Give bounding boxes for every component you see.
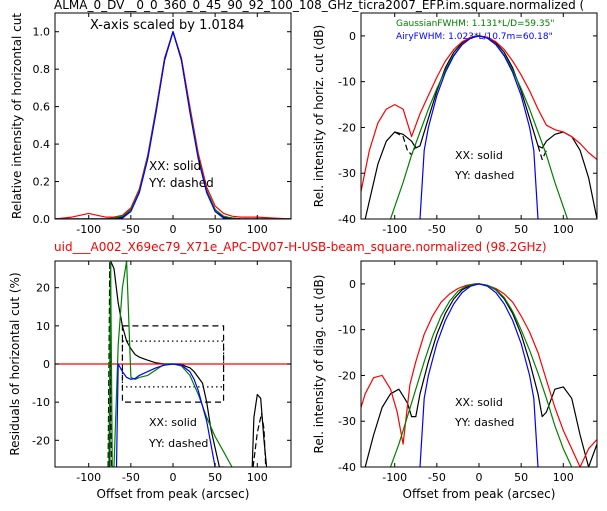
y-tick-label: -10 — [338, 324, 356, 337]
top-left-panel: X-axis scaled by 1.0184 XX: solid YY: da… — [10, 12, 292, 236]
y-tick-label: 0 — [43, 358, 50, 371]
y-tick-label: 0 — [349, 278, 356, 291]
top-left-legend-xx: XX: solid — [149, 159, 201, 173]
plot-area — [361, 35, 597, 219]
y-tick-label: -40 — [338, 461, 356, 474]
x-axis-label: Offset from peak (arcsec) — [97, 487, 250, 501]
plot-frame — [360, 12, 598, 220]
series-line-6 — [115, 363, 216, 467]
y-axis-label: Residuals of horizontal cut (%) — [8, 272, 22, 455]
top-right-legend-xx: XX: solid — [455, 149, 503, 162]
x-tick-label: -100 — [76, 223, 101, 236]
x-axis-label: Offset from peak (arcsec) — [403, 487, 556, 501]
series-line-3 — [55, 31, 291, 219]
y-tick-label: -20 — [338, 121, 356, 134]
x-tick-label: 100 — [247, 223, 268, 236]
y-tick-label: -10 — [338, 76, 356, 89]
y-axis-label: Rel. intensity of horiz. cut (dB) — [312, 25, 326, 207]
y-tick-label: -20 — [32, 434, 50, 447]
x-tick-label: -50 — [428, 471, 446, 484]
y-tick-label: -40 — [338, 213, 356, 226]
series-line-0 — [55, 31, 291, 219]
x-tick-label: 0 — [170, 223, 177, 236]
top-right-panel: GaussianFWHM: 1.131*L/D=59.35" AiryFWHM:… — [312, 12, 598, 236]
series-line-3 — [252, 413, 267, 467]
y-tick-label: -30 — [338, 415, 356, 428]
tolerance-box-dashed — [121, 325, 225, 403]
x-tick-label: -50 — [122, 471, 140, 484]
bottom-left-panel: XX: solid YY: dashed -100 -50 0 50 10020100-… — [8, 260, 292, 501]
x-tick-label: 50 — [208, 471, 222, 484]
y-tick-label: 0.0 — [33, 213, 51, 226]
series-line-1 — [55, 31, 291, 219]
y-tick-label: 0 — [349, 30, 356, 43]
series-line-4 — [389, 35, 569, 219]
x-tick-label: 50 — [208, 223, 222, 236]
series-line-3 — [419, 283, 539, 467]
y-tick-label: 0.4 — [33, 138, 51, 151]
series-line-2 — [537, 145, 547, 161]
y-tick-label: 0.8 — [33, 63, 51, 76]
top-left-legend-yy: YY: dashed — [148, 176, 214, 190]
y-tick-label: 10 — [36, 320, 50, 333]
x-tick-label: 0 — [170, 471, 177, 484]
y-axis-label: Relative intensity of horizontal cut — [10, 13, 24, 219]
plot-area — [55, 31, 291, 219]
x-tick-label: -100 — [382, 471, 407, 484]
series-line-1 — [361, 283, 597, 467]
top-right-legend-yy: YY: dashed — [454, 169, 514, 182]
y-tick-label: 1.0 — [33, 26, 51, 39]
x-tick-label: 0 — [476, 223, 483, 236]
top-left-annotation: X-axis scaled by 1.0184 — [90, 18, 245, 33]
bottom-left-legend-yy: YY: dashed — [148, 437, 208, 450]
top-right-annotation-gaussian: GaussianFWHM: 1.131*L/D=59.35" — [396, 19, 554, 29]
plot-frame — [360, 260, 598, 468]
bottom-right-legend-yy: YY: dashed — [454, 416, 514, 429]
x-tick-label: 100 — [553, 471, 574, 484]
series-line-2 — [107, 261, 113, 467]
y-tick-label: -20 — [338, 369, 356, 382]
y-tick-label: -30 — [338, 167, 356, 180]
series-line-2 — [55, 31, 291, 219]
x-tick-label: 50 — [514, 223, 528, 236]
bottom-right-panel: XX: solid YY: dashed -100 -50 0 50 100 0 -10 -2… — [312, 260, 598, 501]
y-tick-label: 0.2 — [33, 176, 51, 189]
top-right-annotation-airy: AiryFWHM: 1.023*L/10.7m=60.18" — [396, 32, 553, 42]
series-line-1 — [394, 131, 417, 156]
x-tick-label: -100 — [76, 471, 101, 484]
series-line-5 — [419, 35, 539, 219]
plot-area — [55, 261, 291, 467]
y-tick-label: -10 — [32, 396, 50, 409]
series-line-4 — [55, 31, 291, 219]
x-tick-label: 100 — [247, 471, 268, 484]
x-tick-label: -50 — [428, 223, 446, 236]
y-tick-label: 0.6 — [33, 101, 51, 114]
x-tick-label: 100 — [553, 223, 574, 236]
x-tick-label: -50 — [122, 223, 140, 236]
x-tick-label: 50 — [514, 471, 528, 484]
y-axis-label: Rel. intensity of diag. cut (dB) — [312, 275, 326, 454]
x-tick-label: -100 — [382, 223, 407, 236]
x-tick-label: 0 — [476, 471, 483, 484]
bottom-right-legend-xx: XX: solid — [455, 396, 503, 409]
figure-top-title: ALMA_0_DV__0_0_360_0_45_90_92_100_108_GH… — [54, 0, 584, 12]
bottom-left-legend-xx: XX: solid — [149, 416, 197, 429]
plot-area — [361, 283, 597, 467]
figure-middle-title: uid___A002_X69ec79_X71e_APC-DV07-H-USB-b… — [54, 240, 547, 254]
y-tick-label: 20 — [36, 282, 50, 295]
